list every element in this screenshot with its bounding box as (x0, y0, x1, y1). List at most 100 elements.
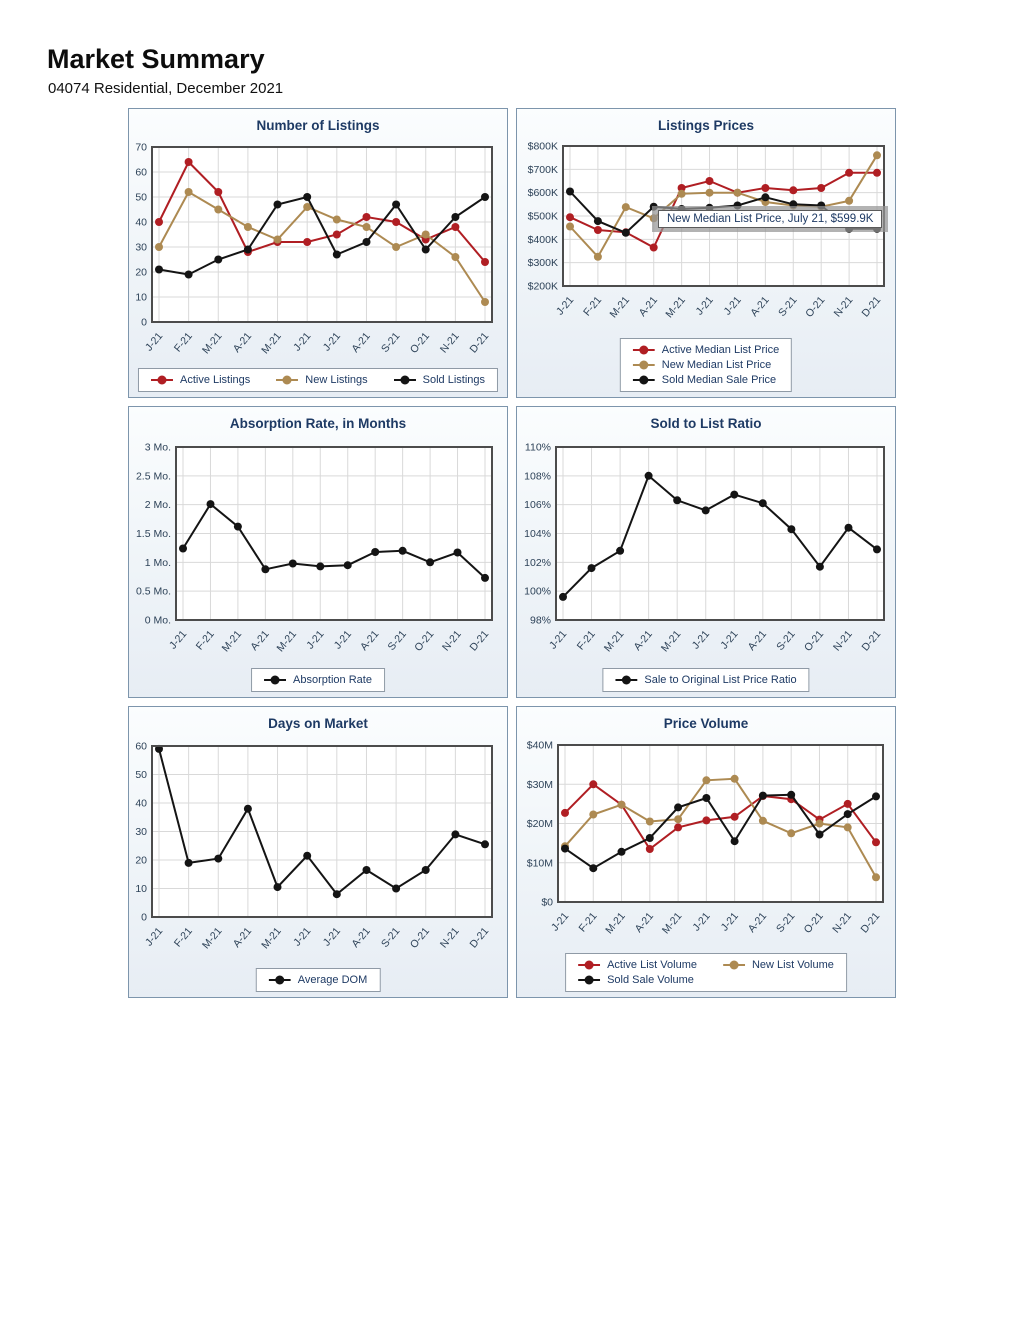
data-point[interactable] (481, 258, 489, 266)
data-point[interactable] (815, 819, 824, 828)
data-point[interactable] (451, 253, 460, 261)
data-point[interactable] (481, 840, 489, 849)
data-point[interactable] (730, 774, 739, 783)
data-point[interactable] (844, 523, 853, 532)
data-point[interactable] (184, 270, 193, 279)
data-point[interactable] (872, 873, 880, 882)
data-point[interactable] (371, 548, 380, 556)
legend-item-new-listings[interactable]: New Listings (276, 374, 368, 386)
data-point[interactable] (645, 845, 654, 853)
data-point[interactable] (593, 252, 602, 261)
data-point[interactable] (815, 562, 824, 571)
chart-canvas-number-of-listings[interactable]: 70 60 50 40 30 20 10 0 J-21 F-21 M-21 A-21 M-21 J-21 J… (129, 109, 507, 397)
data-point[interactable] (566, 187, 574, 196)
data-point[interactable] (303, 851, 312, 860)
data-point[interactable] (758, 791, 767, 800)
chart-canvas-absorption-rate[interactable]: 3 Mo. 2.5 Mo. 2 Mo. 1.5 Mo. 1 Mo. 0.5 Mo. 0 Mo… (129, 407, 507, 697)
legend-item-sold-median-sale-price[interactable]: Sold Median Sale Price (632, 374, 776, 386)
data-point[interactable] (593, 226, 602, 234)
data-point[interactable] (589, 810, 598, 819)
data-point[interactable] (288, 559, 297, 568)
data-point[interactable] (845, 168, 854, 177)
legend-item-active-listings[interactable]: Active Listings (150, 374, 250, 386)
data-point[interactable] (184, 858, 193, 867)
legend-item-absorption-rate[interactable]: Absorption Rate (264, 674, 372, 686)
legend-item-sold-listings[interactable]: Sold Listings (393, 374, 485, 386)
data-point[interactable] (303, 203, 312, 211)
data-point[interactable] (481, 193, 489, 201)
data-point[interactable] (561, 808, 569, 817)
data-point[interactable] (214, 205, 223, 214)
data-point[interactable] (733, 188, 742, 197)
legend-item-average-dom[interactable]: Average DOM (268, 974, 367, 986)
data-point[interactable] (392, 218, 401, 226)
data-point[interactable] (243, 223, 252, 231)
legend-item-new-list-volume[interactable]: New List Volume (722, 959, 834, 971)
data-point[interactable] (705, 177, 714, 185)
data-point[interactable] (421, 230, 430, 239)
data-point[interactable] (845, 196, 854, 205)
data-point[interactable] (303, 238, 312, 246)
data-point[interactable] (789, 186, 798, 195)
data-point[interactable] (273, 235, 282, 244)
data-point[interactable] (761, 193, 770, 202)
data-point[interactable] (617, 847, 626, 856)
data-point[interactable] (566, 222, 574, 231)
data-point[interactable] (398, 546, 407, 555)
data-point[interactable] (621, 228, 630, 237)
data-point[interactable] (451, 830, 460, 839)
data-point[interactable] (674, 803, 683, 812)
data-point[interactable] (184, 158, 193, 166)
data-point[interactable] (815, 830, 824, 839)
data-point[interactable] (155, 265, 163, 274)
data-point[interactable] (587, 564, 596, 573)
data-point[interactable] (481, 298, 489, 306)
data-point[interactable] (873, 168, 881, 177)
data-point[interactable] (673, 496, 682, 505)
data-point[interactable] (873, 151, 881, 160)
data-point[interactable] (702, 794, 711, 802)
legend-item-sale-to-original-list-price-ratio[interactable]: Sale to Original List Price Ratio (615, 674, 797, 686)
data-point[interactable] (677, 184, 686, 192)
data-point[interactable] (332, 215, 341, 224)
data-point[interactable] (155, 243, 163, 251)
data-point[interactable] (702, 816, 711, 825)
data-point[interactable] (426, 558, 435, 567)
data-point[interactable] (873, 545, 881, 554)
data-point[interactable] (645, 834, 654, 842)
data-point[interactable] (343, 561, 352, 570)
data-point[interactable] (214, 188, 223, 196)
data-point[interactable] (645, 817, 654, 826)
data-point[interactable] (593, 217, 602, 226)
legend-item-active-median-list-price[interactable]: Active Median List Price (632, 344, 779, 356)
data-point[interactable] (392, 243, 401, 251)
data-point[interactable] (644, 471, 653, 480)
data-point[interactable] (589, 780, 598, 789)
data-point[interactable] (702, 776, 711, 785)
data-point[interactable] (730, 812, 739, 821)
data-point[interactable] (758, 499, 767, 508)
chart-canvas-price-volume[interactable]: $40M $30M $20M $10M $0 J-21 F-21 M-21 A-21 M-21 J-… (517, 707, 895, 997)
data-point[interactable] (392, 884, 401, 893)
data-point[interactable] (332, 230, 341, 239)
data-point[interactable] (677, 189, 686, 198)
data-point[interactable] (233, 522, 242, 531)
legend-item-sold-sale-volume[interactable]: Sold Sale Volume (578, 974, 694, 986)
data-point[interactable] (649, 243, 658, 252)
data-point[interactable] (155, 218, 163, 226)
data-point[interactable] (392, 200, 401, 209)
data-point[interactable] (705, 188, 714, 197)
data-point[interactable] (843, 823, 852, 832)
data-point[interactable] (261, 565, 270, 574)
data-point[interactable] (621, 203, 630, 212)
data-point[interactable] (362, 223, 371, 231)
data-point[interactable] (843, 810, 852, 819)
data-point[interactable] (303, 193, 312, 201)
data-point[interactable] (843, 799, 852, 808)
legend-item-new-median-list-price[interactable]: New Median List Price (632, 359, 771, 371)
data-point[interactable] (817, 184, 826, 192)
data-point[interactable] (421, 245, 430, 254)
data-point[interactable] (730, 837, 739, 846)
data-point[interactable] (730, 490, 739, 499)
data-point[interactable] (701, 506, 710, 515)
